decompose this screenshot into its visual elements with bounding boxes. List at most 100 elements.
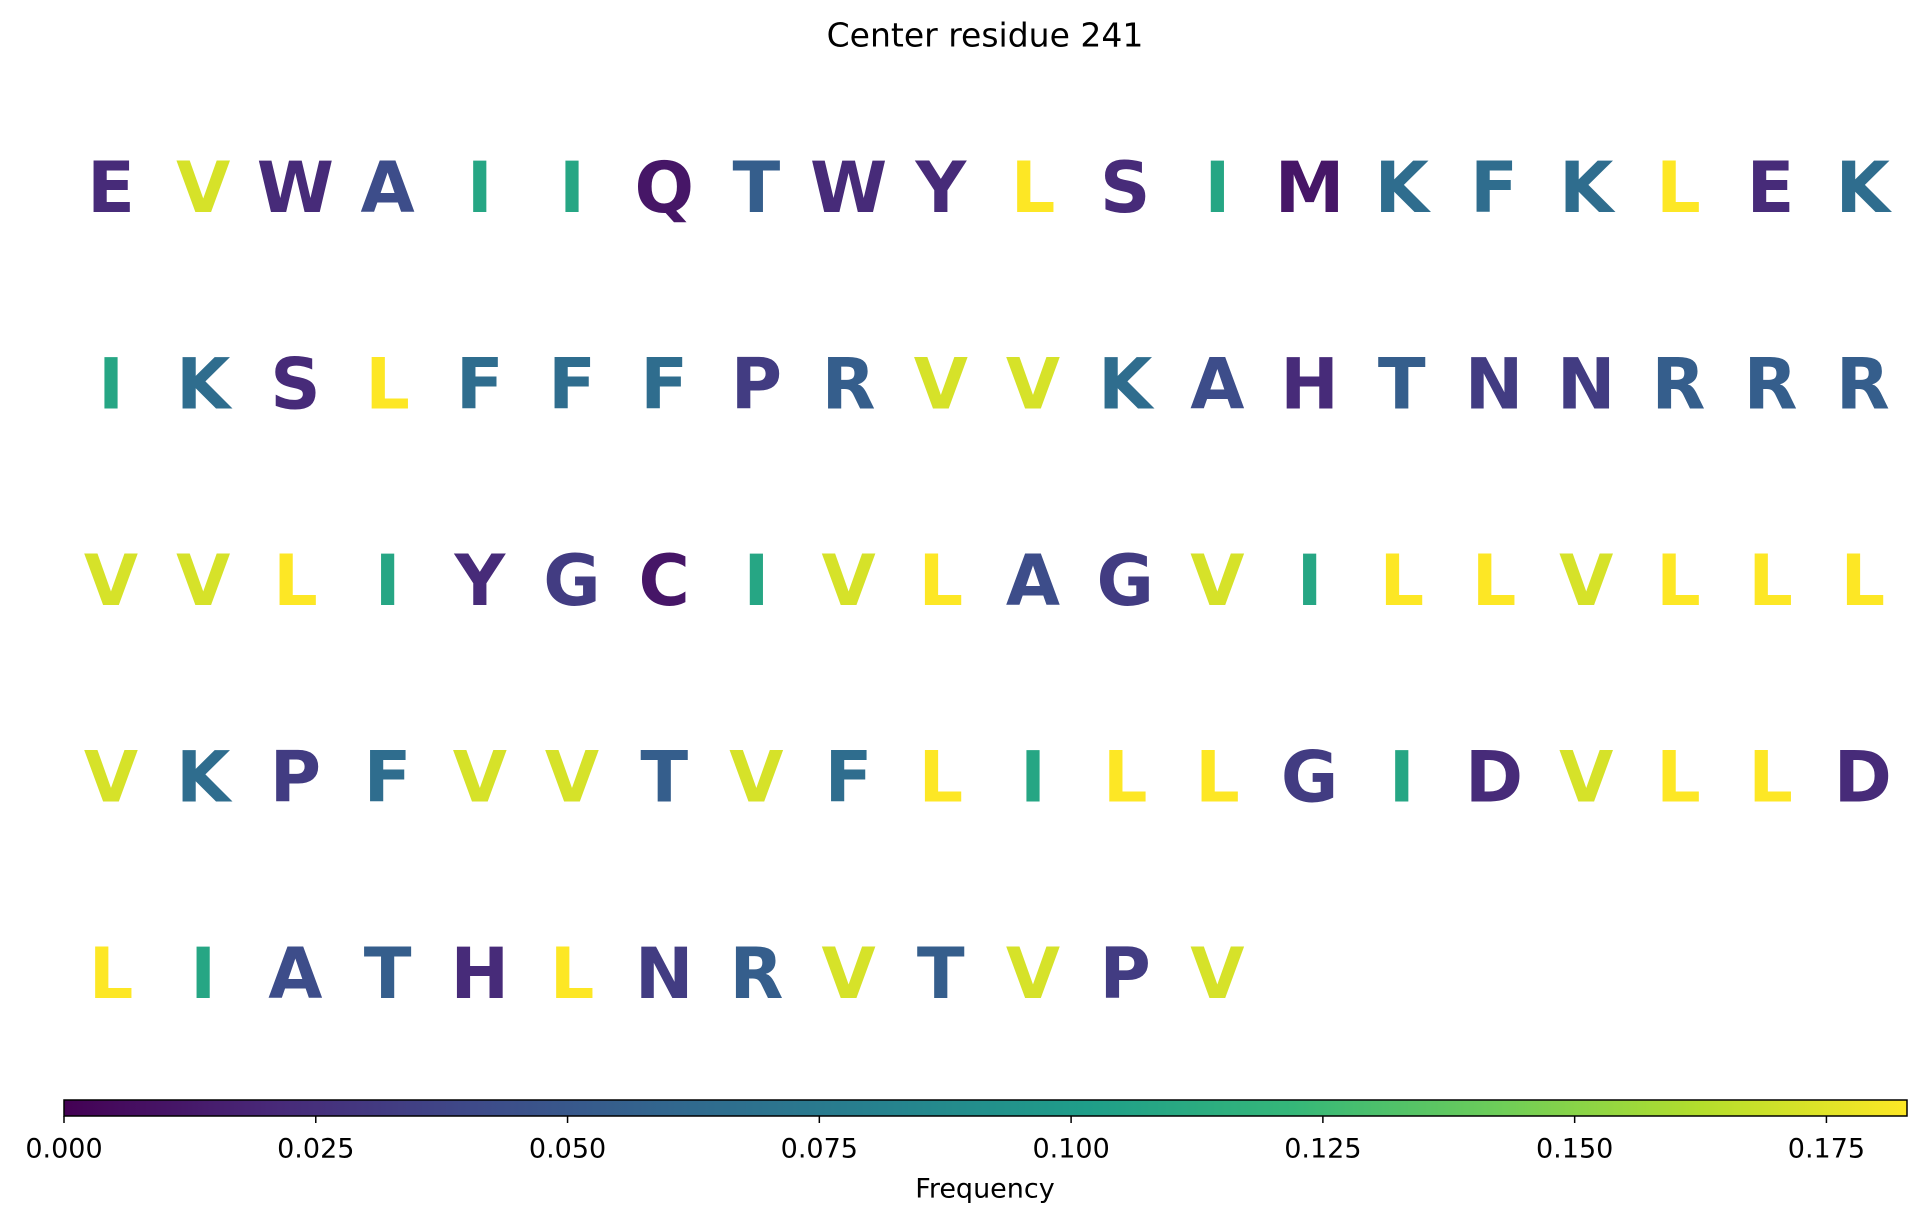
residue-letter: I <box>1020 737 1046 819</box>
residue-letter: I <box>1297 540 1323 622</box>
residue-letter: R <box>729 933 783 1015</box>
residue-letter: V <box>822 540 876 622</box>
residue-letter: D <box>1465 737 1523 819</box>
residue-letter: L <box>1840 540 1885 622</box>
residue-letter: T <box>733 147 781 229</box>
colorbar-tick-label: 0.000 <box>25 1134 102 1165</box>
colorbar-tick-label: 0.175 <box>1788 1134 1865 1165</box>
residue-letter: L <box>1472 540 1517 622</box>
residue-letter: G <box>1281 737 1338 819</box>
residue-letter: K <box>1375 147 1432 229</box>
residue-letter: R <box>822 344 876 426</box>
residue-letter: E <box>87 147 135 229</box>
residue-letter: M <box>1275 147 1345 229</box>
residue-letter: R <box>1744 344 1798 426</box>
residue-letter: V <box>176 540 230 622</box>
residue-letter: V <box>176 147 230 229</box>
residue-letter: Y <box>453 540 506 622</box>
residue-letter: K <box>1559 147 1616 229</box>
residue-letter: W <box>257 147 334 229</box>
residue-letter: V <box>453 737 507 819</box>
colorbar-label: Frequency <box>915 1174 1055 1205</box>
residue-letter: L <box>1748 737 1793 819</box>
residue-letter: N <box>1557 344 1616 426</box>
residue-letter: V <box>1190 933 1244 1015</box>
residue-letter: L <box>918 540 963 622</box>
residue-letter: A <box>1006 540 1060 622</box>
residue-letter: P <box>270 737 321 819</box>
residue-letter: N <box>635 933 694 1015</box>
residue-letter: V <box>822 933 876 1015</box>
residue-letter: S <box>270 344 320 426</box>
residue-letter: T <box>364 933 412 1015</box>
residue-letter: L <box>1656 147 1701 229</box>
residue-letter: R <box>1651 344 1705 426</box>
residue-letter: I <box>98 344 124 426</box>
residue-letter: V <box>84 540 138 622</box>
residue-letter: P <box>1100 933 1151 1015</box>
residue-letter: L <box>1656 737 1701 819</box>
residue-letter: A <box>1190 344 1244 426</box>
residue-letter: R <box>1836 344 1890 426</box>
residue-letter: V <box>1006 933 1060 1015</box>
residue-letter: F <box>825 737 873 819</box>
residue-letter: F <box>1470 147 1518 229</box>
residue-letter: V <box>1559 737 1613 819</box>
residue-letter: A <box>268 933 322 1015</box>
residue-letter: I <box>559 147 585 229</box>
residue-letter: K <box>176 344 233 426</box>
residue-letter: V <box>1006 344 1060 426</box>
residue-letter: Y <box>914 147 967 229</box>
colorbar-tick-label: 0.150 <box>1536 1134 1613 1165</box>
residue-letter: I <box>743 540 769 622</box>
residue-letter: F <box>548 344 596 426</box>
residue-letter: S <box>1100 147 1150 229</box>
residue-letter: F <box>364 737 412 819</box>
chart-title: Center residue 241 <box>827 16 1144 55</box>
residue-letter: T <box>640 737 688 819</box>
residue-letter: N <box>1465 344 1524 426</box>
residue-letter: A <box>361 147 415 229</box>
residue-letter: Q <box>634 147 694 229</box>
residue-letter: V <box>914 344 968 426</box>
residue-letter: L <box>273 540 318 622</box>
residue-letter: C <box>639 540 690 622</box>
residue-letter: G <box>543 540 600 622</box>
residue-letter: K <box>1098 344 1155 426</box>
colorbar-tick-label: 0.025 <box>277 1134 354 1165</box>
colorbar-tick-label: 0.125 <box>1284 1134 1361 1165</box>
residue-letter: K <box>1836 147 1893 229</box>
residue-letter: K <box>176 737 233 819</box>
residue-letter: G <box>1096 540 1153 622</box>
residue-letter: L <box>1011 147 1056 229</box>
residue-letter: L <box>89 933 134 1015</box>
residue-letter: L <box>1748 540 1793 622</box>
residue-letter: W <box>810 147 887 229</box>
residue-letter: V <box>1559 540 1613 622</box>
residue-letter: P <box>731 344 782 426</box>
residue-letter: T <box>917 933 965 1015</box>
residue-letter: L <box>1195 737 1240 819</box>
residue-letter: V <box>84 737 138 819</box>
residue-letter: I <box>190 933 216 1015</box>
residue-letter: I <box>1204 147 1230 229</box>
colorbar <box>63 1099 1908 1117</box>
residue-letter: D <box>1834 737 1892 819</box>
colorbar-tick-label: 0.050 <box>529 1134 606 1165</box>
residue-letter: T <box>1378 344 1426 426</box>
residue-letter: L <box>550 933 595 1015</box>
colorbar-tick-label: 0.100 <box>1032 1134 1109 1165</box>
residue-letter: F <box>640 344 688 426</box>
residue-letter: L <box>365 344 410 426</box>
residue-letter: V <box>729 737 783 819</box>
residue-letter: V <box>545 737 599 819</box>
residue-letter: H <box>451 933 510 1015</box>
residue-letter: L <box>1379 540 1424 622</box>
residue-letter: F <box>456 344 504 426</box>
residue-letter: I <box>467 147 493 229</box>
residue-letter: L <box>918 737 963 819</box>
residue-letter: L <box>1103 737 1148 819</box>
residue-letter: L <box>1656 540 1701 622</box>
colorbar-tick-label: 0.075 <box>781 1134 858 1165</box>
